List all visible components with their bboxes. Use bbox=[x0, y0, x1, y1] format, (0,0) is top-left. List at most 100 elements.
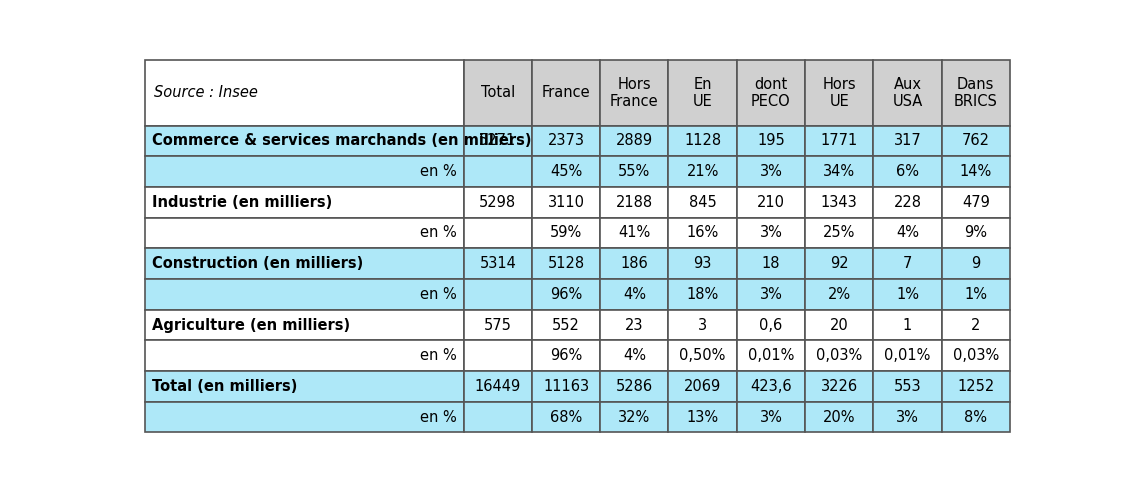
Text: 5128: 5128 bbox=[548, 256, 585, 271]
Text: en %: en % bbox=[420, 287, 456, 302]
Text: 55%: 55% bbox=[619, 164, 650, 179]
Text: 3%: 3% bbox=[760, 164, 782, 179]
Text: en %: en % bbox=[420, 225, 456, 241]
Text: 0,01%: 0,01% bbox=[747, 348, 795, 363]
Bar bbox=[668, 125, 737, 156]
Text: En
UE: En UE bbox=[693, 77, 712, 109]
Text: 0,6: 0,6 bbox=[760, 318, 782, 332]
Bar bbox=[601, 156, 668, 187]
Bar bbox=[805, 187, 873, 218]
Bar bbox=[668, 218, 737, 248]
Bar bbox=[668, 402, 737, 432]
Bar bbox=[942, 371, 1010, 402]
Text: 3%: 3% bbox=[760, 225, 782, 241]
Bar bbox=[737, 310, 805, 340]
Text: 34%: 34% bbox=[823, 164, 855, 179]
Text: 1%: 1% bbox=[965, 287, 987, 302]
Bar bbox=[601, 340, 668, 371]
Text: 14%: 14% bbox=[960, 164, 992, 179]
Bar bbox=[145, 187, 463, 218]
Bar bbox=[668, 340, 737, 371]
Text: 2188: 2188 bbox=[615, 195, 653, 210]
Bar bbox=[737, 218, 805, 248]
Text: 3226: 3226 bbox=[820, 379, 858, 394]
Bar bbox=[463, 371, 532, 402]
Text: Aux
USA: Aux USA bbox=[893, 77, 923, 109]
Text: 20%: 20% bbox=[823, 409, 855, 425]
Text: 4%: 4% bbox=[623, 348, 646, 363]
Bar bbox=[145, 402, 463, 432]
Text: 32%: 32% bbox=[619, 409, 650, 425]
Text: 13%: 13% bbox=[686, 409, 719, 425]
Bar bbox=[532, 156, 601, 187]
Bar bbox=[145, 248, 463, 279]
Text: 25%: 25% bbox=[823, 225, 855, 241]
Text: 228: 228 bbox=[894, 195, 922, 210]
Bar bbox=[668, 371, 737, 402]
Bar bbox=[532, 340, 601, 371]
Bar bbox=[805, 279, 873, 310]
Text: 0,50%: 0,50% bbox=[680, 348, 726, 363]
Text: 762: 762 bbox=[961, 133, 990, 148]
Bar bbox=[668, 279, 737, 310]
Bar bbox=[805, 218, 873, 248]
Text: en %: en % bbox=[420, 348, 456, 363]
Bar bbox=[737, 61, 805, 125]
Text: 5298: 5298 bbox=[479, 195, 516, 210]
Bar bbox=[737, 279, 805, 310]
Text: 0,03%: 0,03% bbox=[952, 348, 999, 363]
Text: 3%: 3% bbox=[760, 287, 782, 302]
Bar bbox=[805, 402, 873, 432]
Text: 1128: 1128 bbox=[684, 133, 721, 148]
Text: 3110: 3110 bbox=[548, 195, 585, 210]
Text: 3: 3 bbox=[698, 318, 708, 332]
Bar bbox=[805, 310, 873, 340]
Text: Total (en milliers): Total (en milliers) bbox=[152, 379, 298, 394]
Text: 552: 552 bbox=[552, 318, 580, 332]
Bar bbox=[873, 156, 942, 187]
Bar bbox=[873, 218, 942, 248]
Bar bbox=[532, 61, 601, 125]
Text: 5286: 5286 bbox=[615, 379, 653, 394]
Text: 1: 1 bbox=[903, 318, 912, 332]
Bar bbox=[532, 310, 601, 340]
Text: 45%: 45% bbox=[550, 164, 583, 179]
Text: 3%: 3% bbox=[896, 409, 919, 425]
Bar bbox=[873, 310, 942, 340]
Bar bbox=[737, 156, 805, 187]
Bar bbox=[873, 279, 942, 310]
Bar bbox=[463, 340, 532, 371]
Bar bbox=[873, 61, 942, 125]
Bar bbox=[145, 61, 463, 125]
Text: Industrie (en milliers): Industrie (en milliers) bbox=[152, 195, 332, 210]
Bar bbox=[463, 279, 532, 310]
Text: 317: 317 bbox=[894, 133, 922, 148]
Bar bbox=[463, 125, 532, 156]
Text: 1343: 1343 bbox=[820, 195, 858, 210]
Bar bbox=[737, 340, 805, 371]
Bar bbox=[805, 156, 873, 187]
Text: 2889: 2889 bbox=[615, 133, 653, 148]
Text: 8%: 8% bbox=[965, 409, 987, 425]
Text: 68%: 68% bbox=[550, 409, 583, 425]
Bar bbox=[463, 402, 532, 432]
Bar bbox=[873, 248, 942, 279]
Text: Construction (en milliers): Construction (en milliers) bbox=[152, 256, 364, 271]
Text: 553: 553 bbox=[894, 379, 921, 394]
Text: 20: 20 bbox=[829, 318, 849, 332]
Text: 21%: 21% bbox=[686, 164, 719, 179]
Text: 93: 93 bbox=[693, 256, 712, 271]
Text: 210: 210 bbox=[757, 195, 784, 210]
Bar bbox=[145, 156, 463, 187]
Bar bbox=[532, 125, 601, 156]
Text: 41%: 41% bbox=[619, 225, 650, 241]
Text: 195: 195 bbox=[757, 133, 784, 148]
Bar bbox=[145, 310, 463, 340]
Bar bbox=[463, 61, 532, 125]
Text: 2373: 2373 bbox=[548, 133, 585, 148]
Bar bbox=[463, 310, 532, 340]
Text: 0,01%: 0,01% bbox=[885, 348, 931, 363]
Text: France: France bbox=[542, 85, 591, 101]
Bar bbox=[942, 340, 1010, 371]
Bar bbox=[737, 248, 805, 279]
